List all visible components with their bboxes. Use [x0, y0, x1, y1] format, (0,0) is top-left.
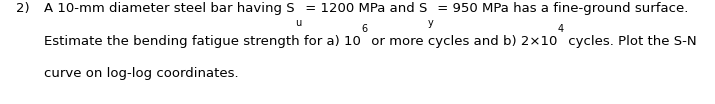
- Text: Estimate the bending fatigue strength for a) 10: Estimate the bending fatigue strength fo…: [44, 35, 361, 48]
- Text: 4: 4: [558, 24, 564, 34]
- Text: or more cycles and b) 2×10: or more cycles and b) 2×10: [368, 35, 558, 48]
- Text: y: y: [428, 18, 433, 28]
- Text: curve on log-log coordinates.: curve on log-log coordinates.: [44, 67, 239, 80]
- Text: = 1200 MPa and S: = 1200 MPa and S: [301, 2, 428, 15]
- Text: A 10-mm diameter steel bar having S: A 10-mm diameter steel bar having S: [44, 2, 295, 15]
- Text: 6: 6: [361, 24, 368, 34]
- Text: = 950 MPa has a fine-ground surface.: = 950 MPa has a fine-ground surface.: [433, 2, 689, 15]
- Text: u: u: [295, 18, 301, 28]
- Text: 2): 2): [16, 2, 29, 15]
- Text: cycles. Plot the S-N: cycles. Plot the S-N: [564, 35, 696, 48]
